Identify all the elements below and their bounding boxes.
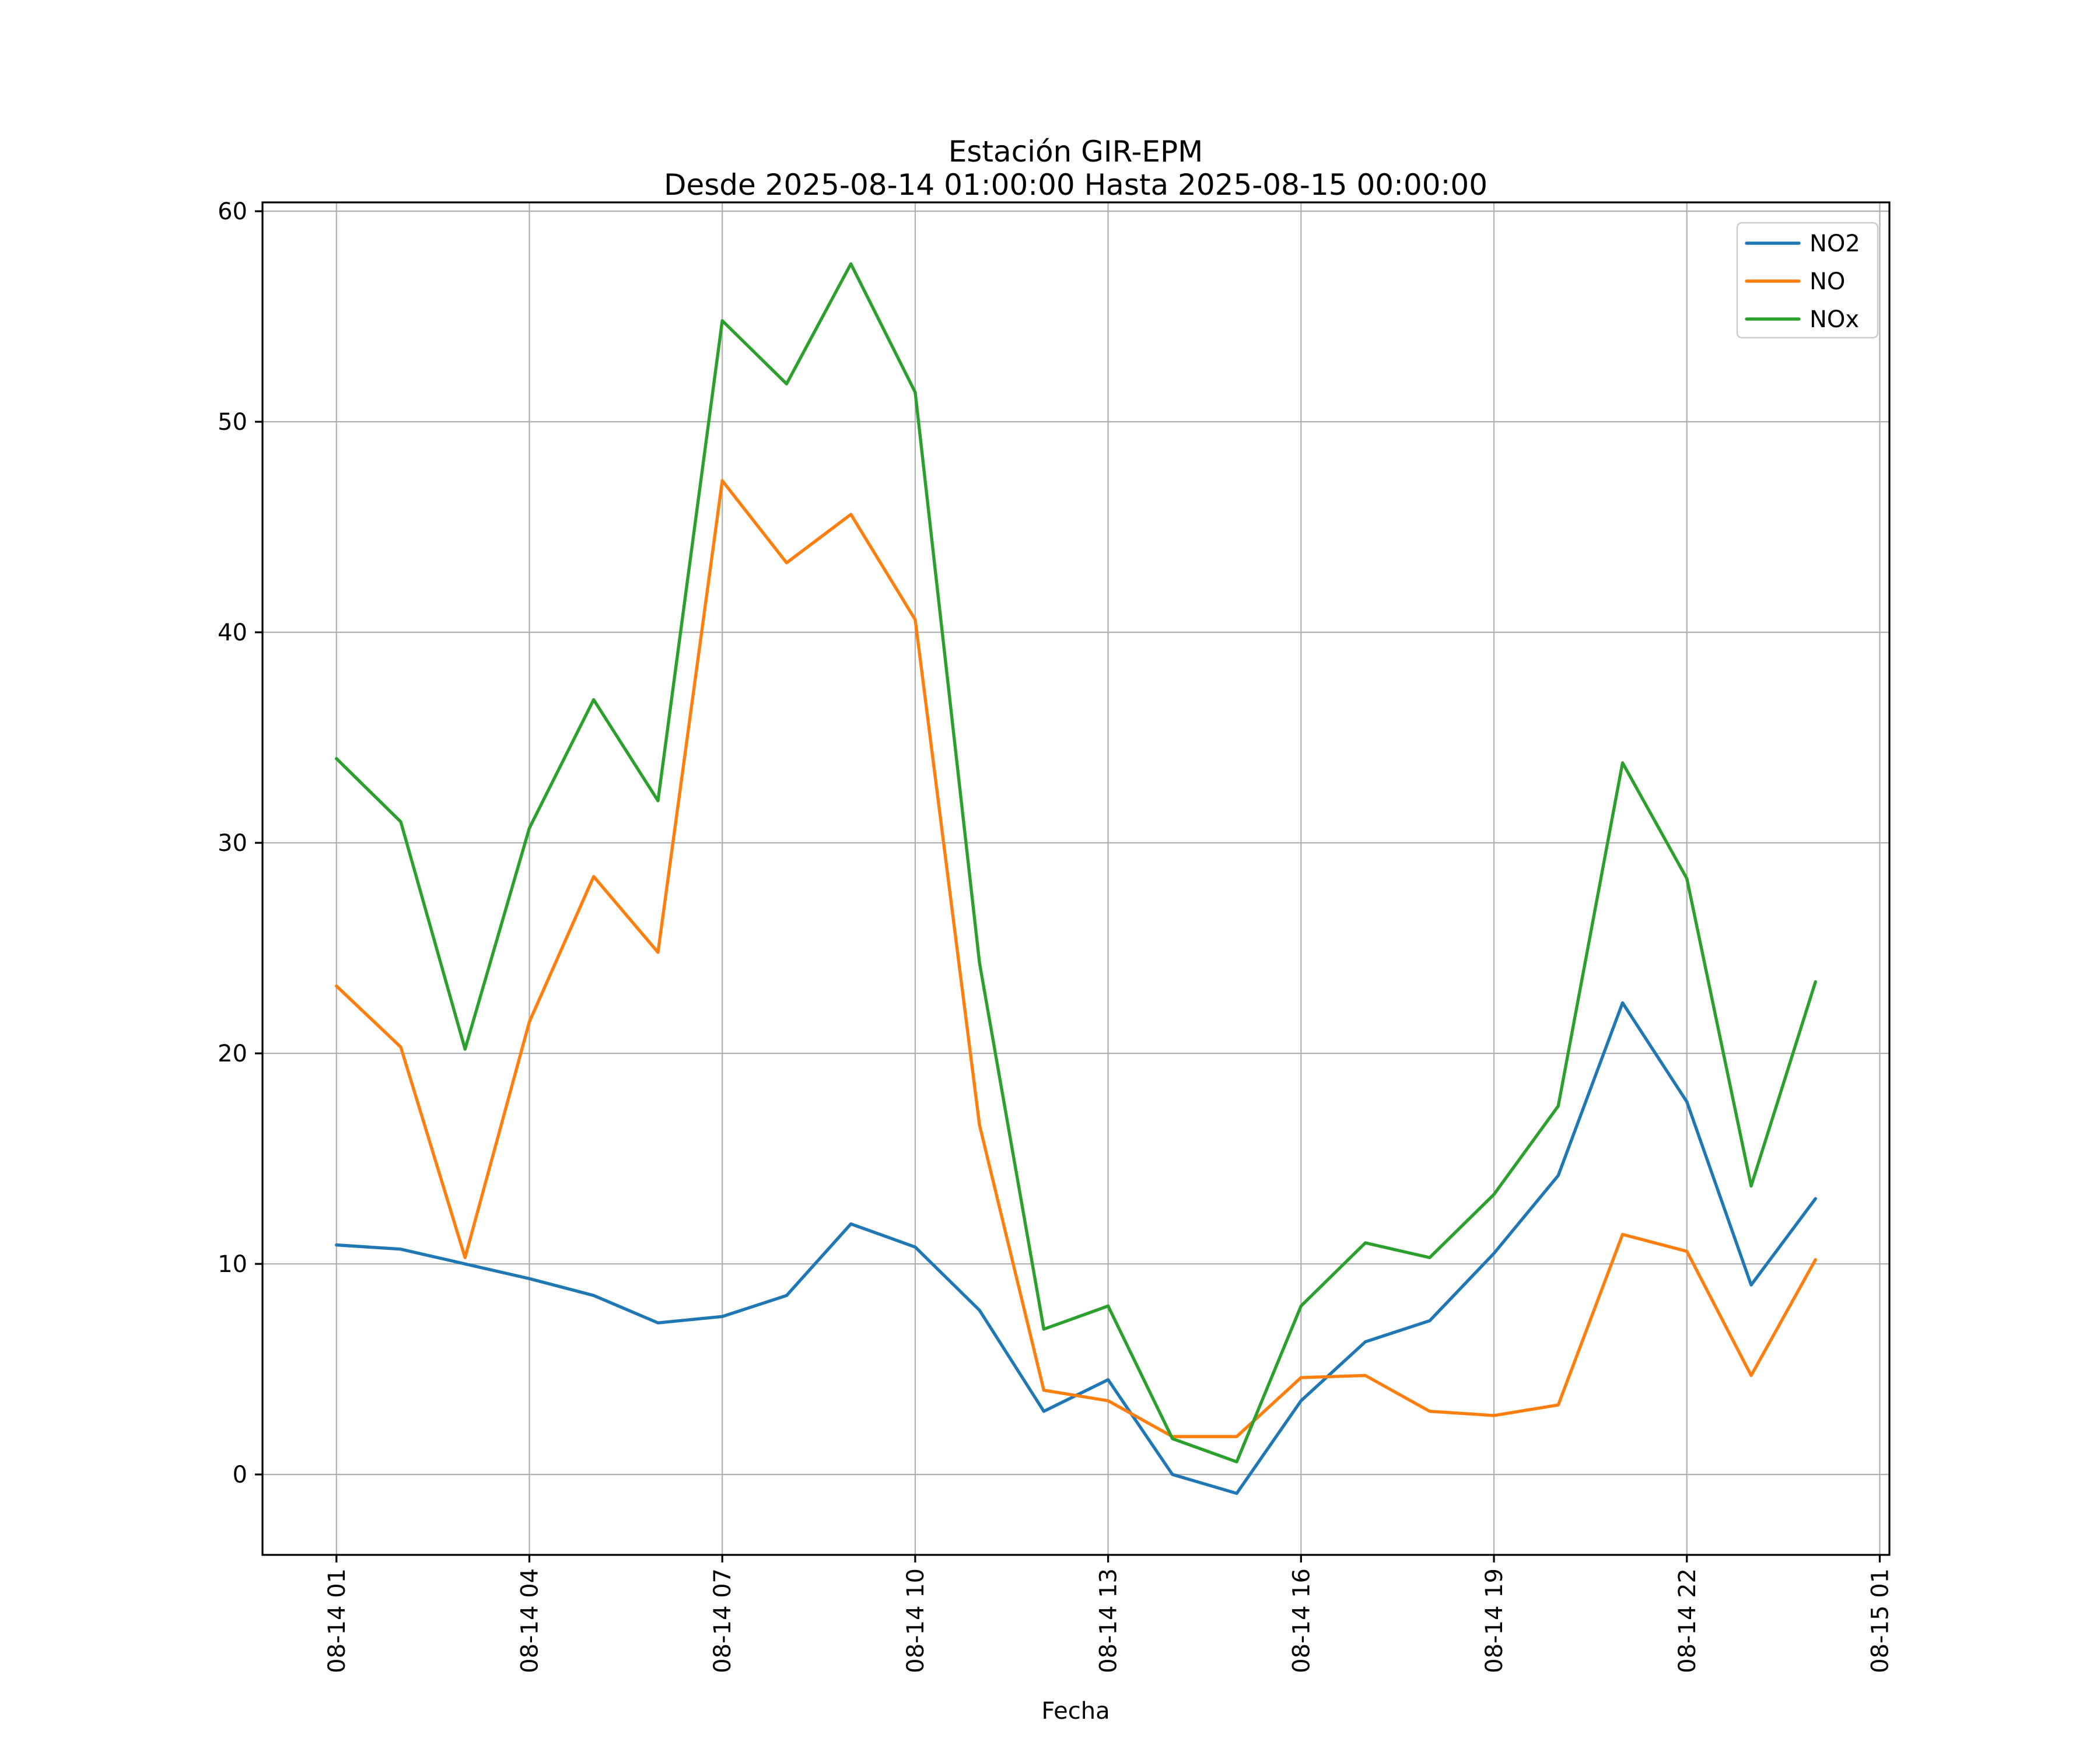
legend: NO2 NO NOx bbox=[1736, 222, 1879, 339]
series-lines bbox=[335, 262, 1817, 1495]
x-tick-label-3: 08-14 10 bbox=[902, 1568, 929, 1673]
y-tick-label-50: 50 bbox=[218, 409, 247, 436]
x-tick-label-group-0: 08-14 01 bbox=[324, 1568, 351, 1673]
legend-label-nox: NOx bbox=[1810, 306, 1859, 333]
y-tick-label-60: 60 bbox=[218, 198, 247, 225]
x-tick-labels: 08-14 01 08-14 04 08-14 07 08-14 10 08-14 13… bbox=[324, 1568, 1894, 1673]
gridlines bbox=[262, 202, 1889, 1555]
chart-title-line2: Desde 2025-08-14 01:00:00 Hasta 2025-08-… bbox=[664, 168, 1488, 202]
x-tick-label-group-8: 08-15 01 bbox=[1867, 1568, 1894, 1673]
tick-marks bbox=[255, 210, 1881, 1562]
legend-label-no2: NO2 bbox=[1810, 230, 1860, 257]
y-tick-label-0: 0 bbox=[233, 1462, 247, 1488]
y-tick-label-30: 30 bbox=[218, 830, 247, 857]
series-line-no bbox=[335, 479, 1817, 1438]
x-tick-label-8: 08-15 01 bbox=[1867, 1568, 1894, 1673]
x-tick-label-group-7: 08-14 22 bbox=[1674, 1568, 1701, 1673]
y-tick-label-20: 20 bbox=[218, 1040, 247, 1067]
x-tick-label-group-4: 08-14 13 bbox=[1096, 1568, 1122, 1673]
series-line-no2 bbox=[335, 1001, 1817, 1495]
y-tick-labels: 0 10 20 30 40 50 60 bbox=[218, 198, 247, 1488]
x-tick-label-group-2: 08-14 07 bbox=[709, 1568, 736, 1673]
x-axis-label: Fecha bbox=[1041, 1698, 1110, 1725]
legend-label-no: NO bbox=[1810, 268, 1845, 295]
x-tick-label-group-3: 08-14 10 bbox=[902, 1568, 929, 1673]
y-tick-label-10: 10 bbox=[218, 1251, 247, 1278]
axes-spines bbox=[261, 201, 1891, 1556]
x-tick-label-group-1: 08-14 04 bbox=[516, 1568, 543, 1673]
x-tick-label-0: 08-14 01 bbox=[324, 1568, 351, 1673]
x-tick-label-1: 08-14 04 bbox=[516, 1568, 543, 1673]
legend-box bbox=[1736, 222, 1879, 339]
x-tick-label-4: 08-14 13 bbox=[1096, 1568, 1122, 1673]
x-tick-label-7: 08-14 22 bbox=[1674, 1568, 1701, 1673]
chart-title-line1: Estación GIR-EPM bbox=[949, 135, 1203, 169]
y-tick-label-40: 40 bbox=[218, 619, 247, 646]
x-tick-label-2: 08-14 07 bbox=[709, 1568, 736, 1673]
series-line-nox bbox=[335, 262, 1817, 1464]
x-tick-label-group-5: 08-14 16 bbox=[1288, 1568, 1315, 1673]
x-tick-label-5: 08-14 16 bbox=[1288, 1568, 1315, 1673]
x-tick-label-group-6: 08-14 19 bbox=[1481, 1568, 1508, 1673]
x-tick-label-6: 08-14 19 bbox=[1481, 1568, 1508, 1673]
